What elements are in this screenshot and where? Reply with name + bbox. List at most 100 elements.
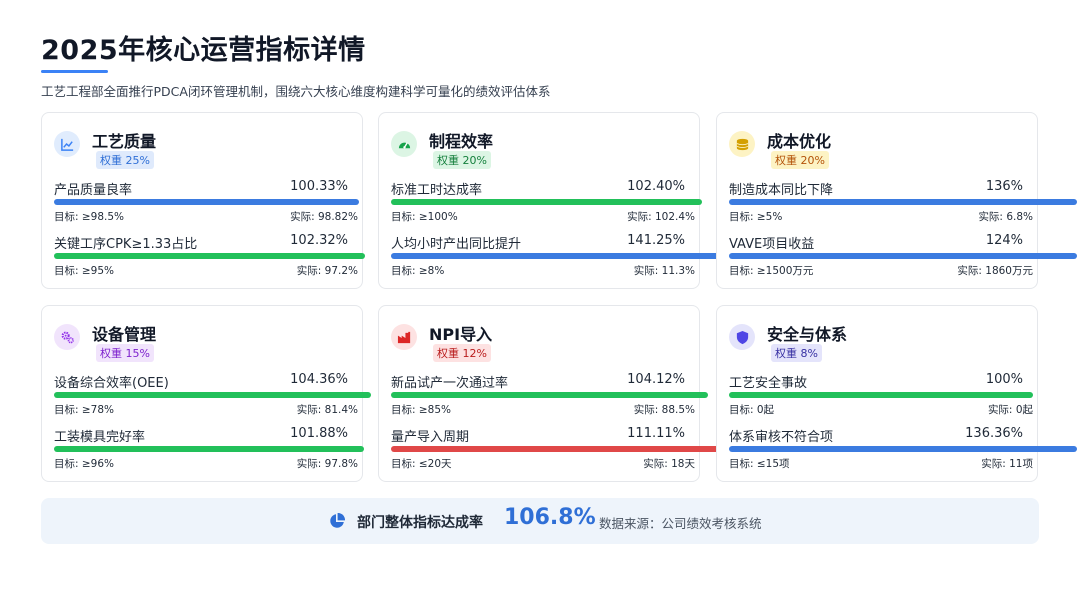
- metric-name: 新品试产一次通过率: [391, 376, 509, 391]
- metric-actual: 实际: 88.5%: [633, 404, 695, 416]
- metric-header: 标准工时达成率 102.40%: [391, 179, 691, 198]
- metric-target: 目标: ≥96%: [54, 458, 115, 470]
- metric-percentage: 100.33%: [290, 179, 348, 194]
- cogs-icon: [54, 324, 80, 350]
- metric-header: 关键工序CPK≥1.33占比 102.32%: [54, 233, 354, 252]
- data-source-note: 数据来源：公司绩效考核系统: [599, 516, 762, 531]
- kpi-card: 设备管理 权重 15% 设备综合效率(OEE) 104.36% 目标: ≥78% 实际: …: [41, 305, 372, 482]
- metric-footer: 目标: ≥95% 实际: 97.2%: [54, 263, 358, 277]
- metric-percentage: 104.12%: [627, 372, 685, 387]
- metric-percentage: 136.36%: [965, 426, 1023, 441]
- metric-percentage: 124%: [985, 233, 1023, 248]
- metric-name: 标准工时达成率: [391, 183, 483, 198]
- progress-bar: [729, 392, 1033, 398]
- card-title: NPI导入: [429, 325, 493, 344]
- metric-name: 体系审核不符合项: [729, 430, 834, 445]
- metric-name: 制造成本同比下降: [729, 183, 834, 198]
- metric-percentage: 104.36%: [290, 372, 348, 387]
- pie-chart-icon: [330, 513, 345, 528]
- weight-badge: 权重 20%: [433, 151, 491, 169]
- metric-row: 工装模具完好率 101.88% 目标: ≥96% 实际: 97.8%: [54, 426, 364, 470]
- metric-actual: 实际: 97.2%: [296, 265, 358, 277]
- progress-bar: [391, 392, 708, 398]
- metric-footer: 目标: 0起 实际: 0起: [729, 402, 1033, 416]
- summary-label: 部门整体指标达成率: [357, 515, 483, 531]
- card-title: 安全与体系: [767, 325, 848, 344]
- metric-actual: 实际: 102.4%: [627, 211, 695, 223]
- coins-icon: [729, 131, 755, 157]
- metric-header: VAVE项目收益 124%: [729, 233, 1029, 252]
- card-title: 制程效率: [429, 132, 494, 151]
- metric-footer: 目标: ≤15项 实际: 11项: [729, 456, 1033, 470]
- metric-target: 目标: ≥95%: [54, 265, 115, 277]
- metric-header: 人均小时产出同比提升 141.25%: [391, 233, 691, 252]
- metric-footer: 目标: ≥5% 实际: 6.8%: [729, 209, 1033, 223]
- metric-percentage: 141.25%: [627, 233, 685, 248]
- metric-header: 体系审核不符合项 136.36%: [729, 426, 1029, 445]
- metric-target: 目标: ≥85%: [391, 404, 452, 416]
- metric-footer: 目标: ≥100% 实际: 102.4%: [391, 209, 695, 223]
- progress-bar: [729, 199, 1077, 205]
- metric-header: 工艺安全事故 100%: [729, 372, 1029, 391]
- metric-target: 目标: ≤15项: [729, 458, 790, 470]
- metric-name: 工艺安全事故: [729, 376, 808, 391]
- kpi-card: 安全与体系 权重 8% 工艺安全事故 100% 目标: 0起 实际: 0起 体系审核不符合项…: [716, 305, 1077, 482]
- shield-icon: [729, 324, 755, 350]
- summary-banner: 部门整体指标达成率 106.8% 数据来源：公司绩效考核系统: [41, 498, 1039, 544]
- line-chart-icon: [54, 131, 80, 157]
- weight-badge: 权重 15%: [96, 344, 154, 362]
- metric-name: 工装模具完好率: [54, 430, 146, 445]
- metric-name: VAVE项目收益: [729, 237, 815, 252]
- metric-target: 目标: ≥78%: [54, 404, 115, 416]
- metric-header: 设备综合效率(OEE) 104.36%: [54, 372, 354, 391]
- kpi-card: 制程效率 权重 20% 标准工时达成率 102.40% 目标: ≥100% 实际: 102…: [378, 112, 739, 289]
- card-title: 工艺质量: [92, 132, 157, 151]
- metric-actual: 实际: 98.82%: [290, 211, 358, 223]
- metric-row: VAVE项目收益 124% 目标: ≥1500万元 实际: 1860万元: [729, 233, 1077, 277]
- metric-percentage: 111.11%: [627, 426, 685, 441]
- page-subtitle: 工艺工程部全面推行PDCA闭环管理机制，围绕六大核心维度构建科学可量化的绩效评估…: [41, 84, 551, 99]
- metric-actual: 实际: 11.3%: [633, 265, 695, 277]
- metric-row: 制造成本同比下降 136% 目标: ≥5% 实际: 6.8%: [729, 179, 1077, 223]
- metric-row: 体系审核不符合项 136.36% 目标: ≤15项 实际: 11项: [729, 426, 1077, 470]
- weight-badge: 权重 8%: [771, 344, 822, 362]
- metric-row: 关键工序CPK≥1.33占比 102.32% 目标: ≥95% 实际: 97.2%: [54, 233, 366, 277]
- metric-row: 设备综合效率(OEE) 104.36% 目标: ≥78% 实际: 81.4%: [54, 372, 372, 416]
- metric-row: 标准工时达成率 102.40% 目标: ≥100% 实际: 102.4%: [391, 179, 703, 223]
- factory-icon: [391, 324, 417, 350]
- metric-header: 新品试产一次通过率 104.12%: [391, 372, 691, 391]
- metric-header: 量产导入周期 111.11%: [391, 426, 691, 445]
- metric-percentage: 136%: [985, 179, 1023, 194]
- metric-header: 制造成本同比下降 136%: [729, 179, 1029, 198]
- metric-actual: 实际: 11项: [981, 458, 1033, 470]
- card-title: 设备管理: [92, 325, 157, 344]
- progress-bar: [54, 253, 366, 259]
- weight-badge: 权重 25%: [96, 151, 154, 169]
- metric-actual: 实际: 97.8%: [296, 458, 358, 470]
- metric-footer: 目标: ≥8% 实际: 11.3%: [391, 263, 695, 277]
- metric-row: 人均小时产出同比提升 141.25% 目标: ≥8% 实际: 11.3%: [391, 233, 739, 277]
- summary-value: 106.8%: [504, 505, 596, 530]
- metric-percentage: 102.40%: [627, 179, 685, 194]
- metric-actual: 实际: 1860万元: [957, 265, 1033, 277]
- metric-actual: 实际: 18天: [643, 458, 695, 470]
- metric-target: 目标: ≥5%: [729, 211, 783, 223]
- progress-bar: [391, 253, 739, 259]
- progress-bar: [391, 446, 729, 452]
- metric-actual: 实际: 6.8%: [978, 211, 1033, 223]
- metric-actual: 实际: 0起: [987, 404, 1033, 416]
- metric-footer: 目标: ≥96% 实际: 97.8%: [54, 456, 358, 470]
- metric-footer: 目标: ≥78% 实际: 81.4%: [54, 402, 358, 416]
- metric-target: 目标: ≥100%: [391, 211, 458, 223]
- metric-name: 关键工序CPK≥1.33占比: [54, 237, 198, 252]
- progress-bar: [391, 199, 703, 205]
- metric-row: 量产导入周期 111.11% 目标: ≤20天 实际: 18天: [391, 426, 729, 470]
- metric-target: 目标: ≤20天: [391, 458, 452, 470]
- card-title: 成本优化: [767, 132, 832, 151]
- metric-name: 产品质量良率: [54, 183, 133, 198]
- metric-name: 量产导入周期: [391, 430, 470, 445]
- progress-bar: [54, 392, 372, 398]
- metric-percentage: 100%: [985, 372, 1023, 387]
- metric-footer: 目标: ≤20天 实际: 18天: [391, 456, 695, 470]
- metric-actual: 实际: 81.4%: [296, 404, 358, 416]
